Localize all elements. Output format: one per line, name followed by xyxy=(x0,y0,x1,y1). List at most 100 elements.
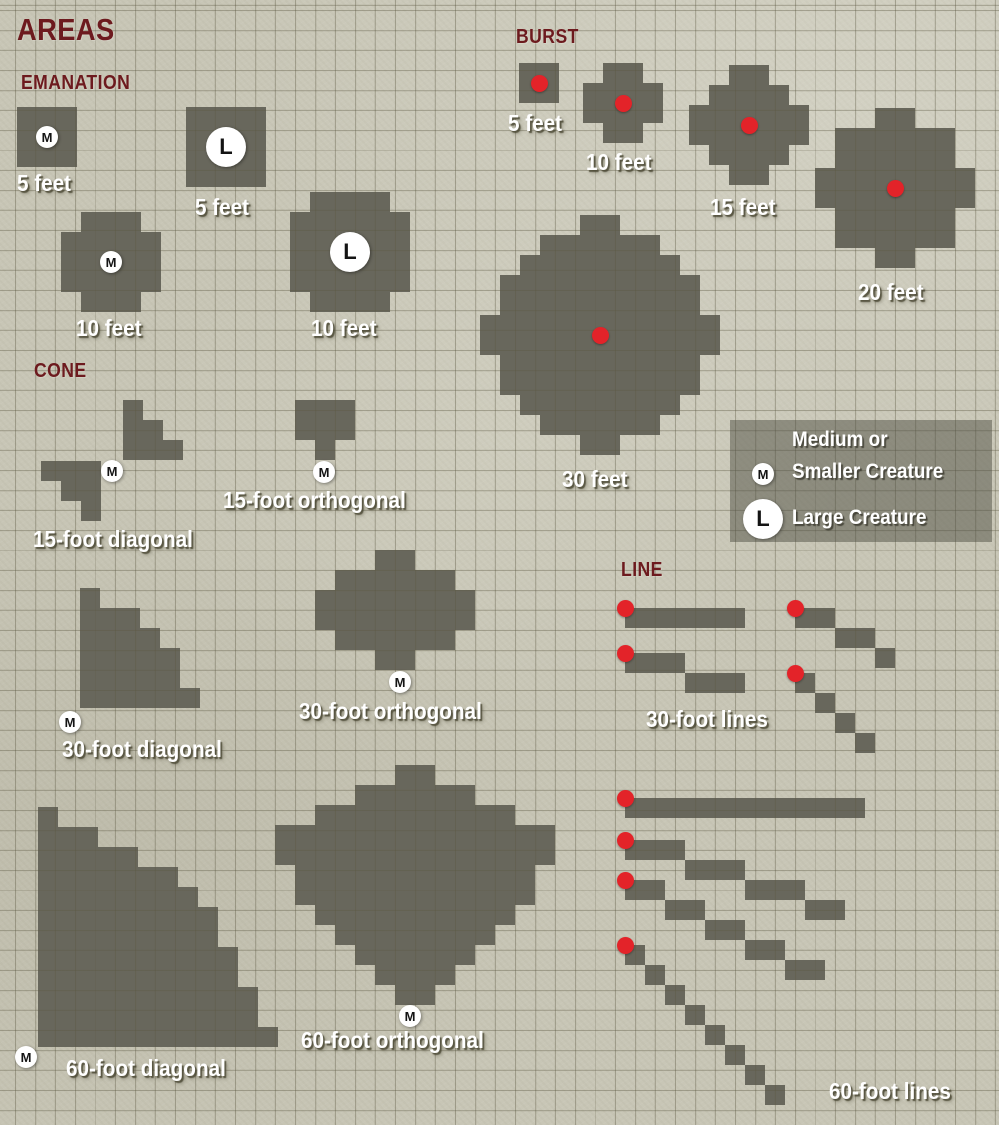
cone-60ft-orthogonal xyxy=(355,785,475,805)
section-cone: CONE xyxy=(34,360,87,382)
line-30ft-diagonal xyxy=(815,693,835,713)
line-60ft-stagger xyxy=(745,880,805,900)
burst-30ft xyxy=(580,215,620,235)
cone-60ft-orthogonal xyxy=(375,965,455,985)
cone-60ft-diagonal xyxy=(38,887,198,907)
line-60ft-stagger xyxy=(805,900,845,920)
dot-burst-10ft xyxy=(614,94,632,112)
cone-30ft-orthogonal xyxy=(375,550,415,570)
burst-30ft xyxy=(580,435,620,455)
label-burst-5ft: 5 feet xyxy=(508,110,563,136)
emanation-10ft-medium xyxy=(81,212,141,232)
legend-large-token-label: L xyxy=(756,506,770,531)
line-60ft-stagger xyxy=(625,840,685,860)
dot-line-60ft-diagonal xyxy=(616,936,634,954)
label-cone-30ft-diagonal: 30-foot diagonal xyxy=(62,736,222,762)
cone-30ft-orthogonal xyxy=(335,630,455,650)
cone-60ft-diagonal xyxy=(38,847,138,867)
burst-30ft xyxy=(500,275,700,315)
label-burst-10ft: 10 feet xyxy=(586,149,652,175)
cone-15ft-diagonal-lower xyxy=(81,501,101,521)
cone-60ft-orthogonal xyxy=(395,985,435,1005)
burst-10ft xyxy=(603,123,643,143)
label-emanation-10ft-medium: 10 feet xyxy=(76,315,142,341)
token-cone-30ft-diagonal-label: M xyxy=(64,714,76,730)
label-emanation-5ft-medium: 5 feet xyxy=(17,170,72,196)
dot-line-30ft-stagger xyxy=(616,644,634,662)
legend-medium-line2: Smaller Creature xyxy=(792,460,944,483)
dot-line-60ft-shallow-diagonal xyxy=(616,871,634,889)
line-30ft-shallow-diagonal xyxy=(875,648,895,668)
token-cone-60ft-diagonal-label: M xyxy=(20,1049,32,1065)
token-cone-30ft-orthogonal-label: M xyxy=(394,674,406,690)
line-60ft-diagonal xyxy=(685,1005,705,1025)
burst-20ft xyxy=(875,248,915,268)
label-emanation-10ft-large: 10 feet xyxy=(311,315,377,341)
burst-30ft xyxy=(540,235,660,255)
dot-burst-15ft xyxy=(740,116,758,134)
label-emanation-5ft-large: 5 feet xyxy=(195,194,250,220)
line-60ft-diagonal xyxy=(665,985,685,1005)
label-cone-30ft-orthogonal: 30-foot orthogonal xyxy=(299,698,482,724)
cone-60ft-orthogonal xyxy=(315,905,515,925)
dot-line-30ft-shallow-diagonal xyxy=(786,599,804,617)
cone-15ft-orthogonal xyxy=(295,400,355,440)
token-emanation-5ft-large-label: L xyxy=(219,134,233,159)
label-cone-60ft-diagonal: 60-foot diagonal xyxy=(66,1055,226,1081)
cone-30ft-orthogonal xyxy=(335,570,455,590)
token-emanation-10ft-medium: M xyxy=(100,251,122,273)
burst-30ft xyxy=(520,255,680,275)
line-60ft-diagonal xyxy=(745,1065,765,1085)
dot-burst-5ft xyxy=(530,74,548,92)
cone-15ft-diagonal-upper xyxy=(123,400,143,420)
legend-large-line: Large Creature xyxy=(792,506,927,529)
label-line-60ft: 60-foot lines xyxy=(829,1078,951,1104)
token-cone-30ft-diagonal: M xyxy=(59,711,81,733)
line-60ft-shallow-diagonal xyxy=(665,900,705,920)
cone-60ft-diagonal xyxy=(38,947,238,987)
cone-15ft-orthogonal xyxy=(315,440,335,460)
burst-30ft xyxy=(540,415,660,435)
label-cone-60ft-orthogonal: 60-foot orthogonal xyxy=(301,1027,484,1053)
dot-line-30ft-diagonal xyxy=(786,664,804,682)
cone-60ft-diagonal xyxy=(38,907,218,947)
line-30ft-straight xyxy=(625,608,745,628)
legend-medium-line1: Medium or xyxy=(792,428,888,451)
token-cone-60ft-orthogonal-label: M xyxy=(404,1008,416,1024)
cone-60ft-orthogonal xyxy=(355,945,475,965)
token-emanation-5ft-medium-label: M xyxy=(41,129,53,145)
label-burst-15ft: 15 feet xyxy=(710,194,776,220)
cone-60ft-diagonal xyxy=(38,867,178,887)
cone-15ft-diagonal-lower xyxy=(61,481,101,501)
label-cone-15ft-diagonal: 15-foot diagonal xyxy=(33,526,193,552)
dot-burst-30ft xyxy=(591,326,609,344)
cone-15ft-diagonal-lower xyxy=(41,461,101,481)
token-emanation-10ft-medium-label: M xyxy=(105,254,117,270)
label-line-30ft: 30-foot lines xyxy=(646,706,768,732)
line-60ft-diagonal xyxy=(645,965,665,985)
cone-30ft-diagonal xyxy=(80,588,100,608)
cone-30ft-diagonal xyxy=(80,648,180,688)
line-60ft-shallow-diagonal xyxy=(745,940,785,960)
legend-medium-token-label: M xyxy=(757,466,769,482)
label-cone-15ft-orthogonal: 15-foot orthogonal xyxy=(223,487,406,513)
line-60ft-diagonal xyxy=(705,1025,725,1045)
cone-60ft-orthogonal xyxy=(295,865,535,905)
cone-30ft-diagonal xyxy=(80,628,160,648)
token-cone-15ft-diagonal-label: M xyxy=(106,463,118,479)
burst-20ft xyxy=(835,128,955,168)
burst-30ft xyxy=(520,395,680,415)
dot-burst-20ft xyxy=(886,179,904,197)
cone-30ft-orthogonal xyxy=(315,590,475,630)
token-cone-15ft-orthogonal: M xyxy=(313,461,335,483)
line-30ft-diagonal xyxy=(855,733,875,753)
line-30ft-stagger xyxy=(625,653,685,673)
cone-30ft-diagonal xyxy=(80,688,200,708)
section-emanation: EMANATION xyxy=(21,72,131,94)
label-burst-20ft: 20 feet xyxy=(858,279,924,305)
cone-30ft-diagonal xyxy=(80,608,140,628)
token-emanation-10ft-large: L xyxy=(330,232,370,272)
